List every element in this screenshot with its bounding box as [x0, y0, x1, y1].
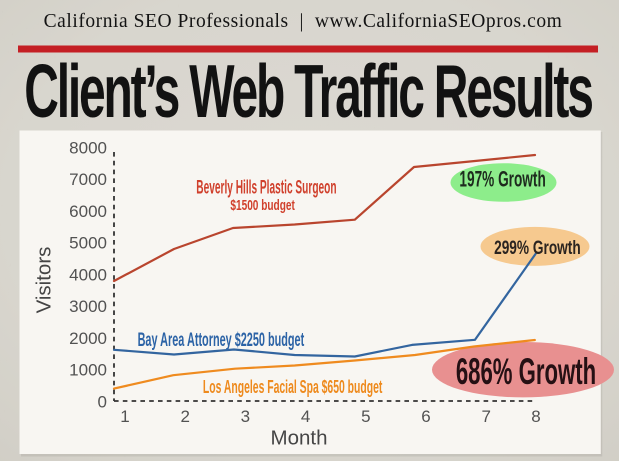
svg-text:3: 3: [241, 407, 250, 426]
svg-text:6000: 6000: [69, 202, 107, 221]
svg-text:Beverly Hills Plastic Surgeon: Beverly Hills Plastic Surgeon: [196, 177, 336, 198]
svg-text:5000: 5000: [69, 234, 107, 253]
svg-text:California SEO Professionals: California SEO Professionals | www.Calif…: [44, 11, 563, 32]
svg-text:2: 2: [180, 407, 189, 426]
svg-text:Los Angeles Facial Spa $650 bu: Los Angeles Facial Spa $650 budget: [203, 377, 382, 398]
svg-text:Client’s Web Traffic Results: Client’s Web Traffic Results: [24, 50, 594, 133]
svg-text:$1500 budget: $1500 budget: [230, 196, 295, 214]
svg-text:197% Growth: 197% Growth: [459, 166, 545, 191]
svg-text:4000: 4000: [69, 265, 107, 284]
svg-text:2000: 2000: [69, 329, 107, 348]
svg-text:7: 7: [481, 407, 490, 426]
svg-text:299% Growth: 299% Growth: [494, 237, 581, 259]
svg-text:8000: 8000: [69, 138, 107, 157]
svg-text:Bay Area Attorney $2250 budget: Bay Area Attorney $2250 budget: [138, 330, 305, 351]
svg-text:5: 5: [361, 407, 370, 426]
svg-text:3000: 3000: [69, 297, 107, 316]
svg-text:686% Growth: 686% Growth: [456, 351, 596, 392]
svg-text:8: 8: [531, 407, 540, 426]
svg-text:7000: 7000: [69, 170, 107, 189]
svg-text:0: 0: [98, 392, 107, 411]
svg-text:1000: 1000: [69, 361, 107, 380]
svg-text:Month: Month: [271, 427, 328, 450]
svg-text:1: 1: [120, 407, 129, 426]
svg-text:4: 4: [301, 407, 310, 426]
svg-text:6: 6: [421, 407, 430, 426]
svg-text:Visitors: Visitors: [33, 247, 56, 314]
